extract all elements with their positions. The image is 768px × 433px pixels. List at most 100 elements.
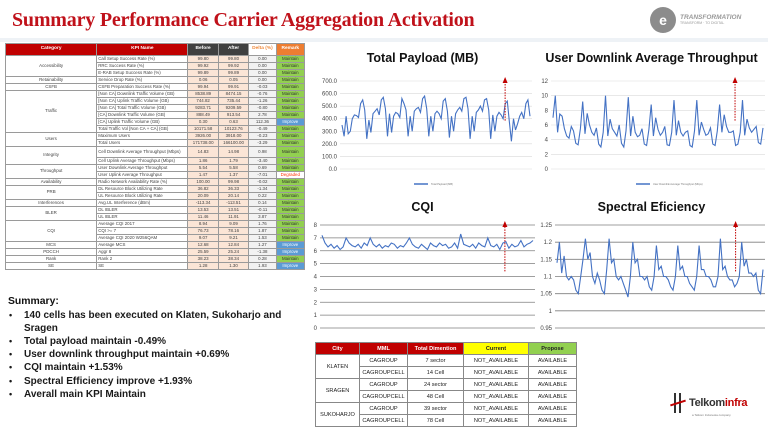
city-name: KLATEN	[315, 354, 360, 379]
kpi-remark-badge: Maintain	[275, 69, 306, 77]
kpi-category: MCS	[4, 241, 98, 249]
kpi-remark-badge: Maintain	[275, 90, 306, 98]
kpi-remark-badge: Maintain	[275, 125, 306, 133]
summary-bullet: User downlink throughput maintain +0.69%	[8, 348, 308, 361]
kpi-category: Accessibility	[4, 55, 98, 77]
kpi-after: 1.30	[217, 262, 250, 270]
kpi-before: 38.23	[187, 255, 219, 263]
y-tick-label: 0	[545, 167, 549, 173]
infra-word: infra	[724, 397, 748, 409]
kpi-before: 171738.00	[187, 139, 219, 147]
kpi-delta: -7.01	[248, 171, 277, 179]
y-tick-label: 0.0	[329, 167, 338, 173]
y-tick-label: 1.25	[540, 223, 552, 229]
telkom-word: Telkom	[689, 397, 725, 409]
header-mml: MML	[359, 342, 408, 355]
kpi-delta: -0.49	[248, 125, 277, 133]
y-tick-label: 4	[314, 275, 318, 281]
city-current: NOT_AVAILABLE	[463, 354, 529, 367]
kpi-delta: 112.36	[248, 118, 277, 126]
series-line	[552, 95, 764, 149]
kpi-delta: -3.29	[248, 139, 277, 147]
kpi-after: 99.80	[217, 55, 250, 63]
chart-title: Total Payload (MB)	[366, 51, 479, 65]
header-after: After	[217, 43, 250, 56]
kpi-before: 0.30	[187, 118, 219, 126]
kpi-category: Integrity	[4, 146, 98, 165]
city-propose: AVAILABLE	[528, 354, 577, 367]
kpi-category: PRB	[4, 185, 98, 200]
kpi-name: Call Setup Success Rate (%)	[96, 55, 189, 63]
kpi-before: 888.49	[187, 111, 219, 119]
arrow-head-icon	[732, 77, 738, 83]
kpi-delta: 1.87	[248, 227, 277, 235]
chart-plot: 0.0 100.0 200.0 300.0 400.0 500.0 600.0 700.0 To…	[322, 77, 532, 186]
kpi-remark-badge: Maintain	[275, 104, 306, 112]
kpi-before: 13.53	[187, 206, 219, 214]
chart-title: Spectral Eficiency	[597, 200, 706, 214]
telkom-infra-logo: Telkominfra a Telkom Indonesia company	[670, 393, 748, 417]
series-line	[341, 94, 531, 142]
kpi-delta: 1.27	[248, 241, 277, 249]
kpi-before: 1.28	[187, 262, 219, 270]
kpi-after: 9.09	[217, 220, 250, 228]
kpi-delta: 1.53	[248, 234, 277, 242]
chart-plot: 0.95 1 1.05 1.1 1.15 1.2 1.25	[540, 221, 765, 332]
kpi-before: 0.06	[187, 76, 219, 84]
table-row: CAGROUPCELL 78 Cell NOT_AVAILABLE AVAILABLE	[316, 414, 577, 427]
city-current: NOT_AVAILABLE	[463, 366, 529, 379]
page-title: Summary Performance Carrier Aggregation …	[12, 9, 475, 31]
kpi-before: 12.68	[187, 241, 219, 249]
telkom-mark-icon	[670, 393, 686, 413]
kpi-remark-badge: Improve	[275, 118, 306, 126]
kpi-name: DL IBLER	[96, 206, 189, 214]
y-tick-label: 2	[545, 152, 549, 158]
header-remark: Remark	[275, 43, 306, 56]
kpi-delta: -3.40	[248, 157, 277, 165]
kpi-delta: 0.14	[248, 199, 277, 207]
kpi-category: PDCCH	[4, 248, 98, 256]
kpi-after: 14.98	[217, 146, 250, 158]
header-before: Before	[187, 43, 219, 56]
kpi-remark-badge: Maintain	[275, 192, 306, 200]
kpi-after: -113.51	[217, 199, 250, 207]
kpi-after: 9209.59	[217, 104, 250, 112]
table-row: SRAGEN CAGROUP 24 sector NOT_AVAILABLE AVAIL…	[315, 378, 577, 403]
kpi-after: 1.37	[217, 171, 250, 179]
table-row: Rank Rank 2 38.23 38.34 0.28 Maintain	[4, 255, 306, 263]
kpi-remark-badge: Maintain	[275, 132, 306, 140]
y-tick-label: 0	[314, 326, 318, 332]
kpi-after: 25.24	[217, 248, 250, 256]
table-row: CAGROUPCELL 14 Cell NOT_AVAILABLE AVAILABLE	[316, 366, 577, 379]
arrow-head-icon	[502, 77, 508, 83]
header-kpi-name: KPI Name	[96, 43, 189, 56]
kpi-delta: -0.80	[248, 104, 277, 112]
chart-spectral-efficiency: Spectral Eficiency 0.95 1 1.05 1.1 1.15 1.2 1.…	[535, 198, 768, 333]
kpi-name: Rank 2	[96, 255, 189, 263]
table-row: Users Maximum Users 3926.00 3918.00 -0.23 Mai…	[4, 132, 306, 147]
kpi-category: SE	[4, 262, 98, 270]
kpi-remark-badge: Maintain	[275, 220, 306, 228]
kpi-category: Retainability	[4, 76, 98, 84]
table-row: SE SE 1.28 1.30 1.93 Improve	[4, 262, 306, 270]
arrow-head-icon	[502, 221, 508, 227]
y-tick-label: 7	[314, 236, 318, 242]
kpi-before: -113.34	[187, 199, 219, 207]
kpi-delta: 0.28	[248, 255, 277, 263]
chart-plot: 0 2 4 6 8 10 12 User Downlink Average Throughpu…	[541, 77, 765, 186]
kpi-delta: 1.76	[248, 220, 277, 228]
kpi-after: 99.92	[217, 62, 250, 70]
city-table: City MML Total Dimention Current Propose…	[315, 342, 577, 427]
table-row: Throughput User Downlink Average Throughp…	[4, 164, 306, 179]
kpi-name: Radio Network Availability Rate (%)	[96, 178, 189, 186]
kpi-before: 25.59	[187, 248, 219, 256]
header-city: City	[315, 342, 360, 355]
kpi-delta: -0.23	[248, 132, 277, 140]
kpi-before: 3926.00	[187, 132, 219, 140]
y-tick-label: 600.0	[322, 92, 338, 98]
kpi-before: 744.82	[187, 97, 219, 105]
kpi-delta: 0.00	[248, 69, 277, 77]
kpi-before: 36.82	[187, 185, 219, 193]
kpi-delta: 0.00	[248, 55, 277, 63]
kpi-remark-badge: Maintain	[275, 206, 306, 214]
